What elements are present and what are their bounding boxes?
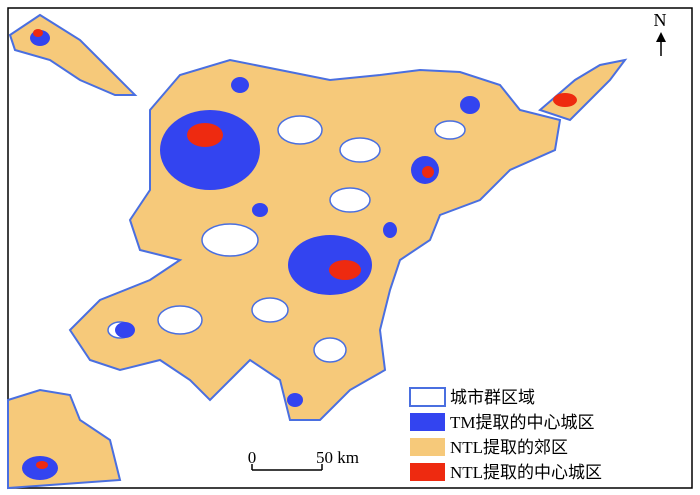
legend-label: TM提取的中心城区 [450,413,595,432]
legend-swatch [409,387,446,407]
legend-label: 城市群区域 [450,388,535,407]
ntl-core-areas [33,29,577,469]
north-arrow: N [654,10,667,56]
legend-swatch [410,438,445,456]
legend-label: NTL提取的中心城区 [450,463,602,482]
legend: 城市群区域 TM提取的中心城区 NTL提取的郊区 NTL提取的中心城区 [405,384,689,486]
scale-bar: 0 50 km [248,448,359,471]
scale-label: 50 km [316,448,359,467]
north-label: N [654,10,667,30]
legend-label: NTL提取的郊区 [450,438,568,457]
scale-label: 0 [248,448,257,467]
legend-swatch [410,463,445,481]
legend-swatch [410,413,445,431]
legend-box [405,384,689,486]
